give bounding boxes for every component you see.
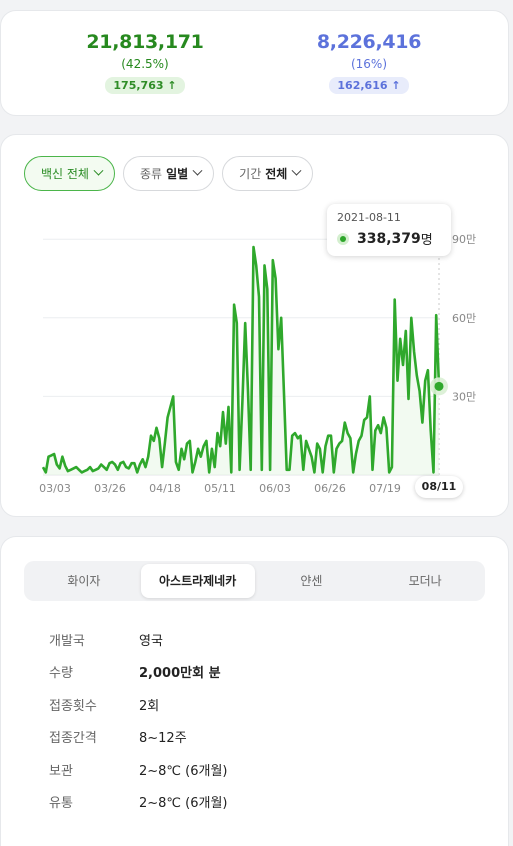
info-label: 개발국 bbox=[49, 633, 85, 649]
chart-card: 03/03 03/26 04/18 05/11 06/03 06/26 07/19 30만 6… bbox=[0, 134, 509, 517]
info-value: 8~12주 bbox=[139, 731, 187, 747]
first-dose-stat: 21,813,171 (42.5%) 175,763 ↑ bbox=[45, 31, 245, 94]
info-label: 수량 bbox=[49, 666, 73, 682]
series-area bbox=[43, 247, 439, 475]
info-value: 영국 bbox=[139, 633, 163, 649]
x-tick-label: 06/26 bbox=[314, 482, 346, 495]
second-dose-change-badge: 162,616 ↑ bbox=[329, 77, 409, 94]
y-tick-label: 90만 bbox=[452, 233, 476, 246]
info-row: 유통 2~8℃ (6개월) bbox=[49, 786, 228, 819]
info-value: 2회 bbox=[139, 698, 160, 714]
chart-tooltip: 2021-08-11 338,379 명 bbox=[327, 204, 451, 256]
second-dose-stat: 8,226,416 (16%) 162,616 ↑ bbox=[269, 31, 469, 94]
second-dose-percent: (16%) bbox=[350, 57, 388, 71]
info-value: 2,000만회 분 bbox=[139, 666, 221, 682]
info-row: 접종간격 8~12주 bbox=[49, 721, 228, 754]
series-dot-icon bbox=[337, 232, 349, 245]
x-tick-label: 07/19 bbox=[369, 482, 401, 495]
filter-type-label: 종류 bbox=[139, 167, 163, 181]
filter-type[interactable]: 종류 일별 bbox=[122, 156, 215, 191]
arrow-up-icon: ↑ bbox=[391, 79, 401, 92]
x-tick-label: 03/03 bbox=[39, 482, 71, 495]
tooltip-date: 2021-08-11 bbox=[337, 211, 401, 224]
info-row: 보관 2~8℃ (6개월) bbox=[49, 753, 228, 786]
x-tick-label: 06/03 bbox=[259, 482, 291, 495]
info-label: 보관 bbox=[49, 763, 73, 779]
vaccine-info-card: 화이자 아스트라제네카 얀센 모더나 개발국 영국 수량 2,000만회 분 접… bbox=[0, 536, 509, 846]
first-dose-total: 21,813,171 bbox=[86, 31, 204, 53]
vaccination-chart: 03/03 03/26 04/18 05/11 06/03 06/26 07/19 30만 6… bbox=[39, 233, 476, 495]
chevron-down-icon bbox=[93, 165, 104, 176]
tab-astrazeneca[interactable]: 아스트라제네카 bbox=[140, 564, 255, 598]
y-tick-label: 30만 bbox=[452, 390, 476, 403]
first-dose-change: 175,763 bbox=[113, 79, 164, 92]
tooltip-unit: 명 bbox=[420, 233, 433, 248]
filter-period-value: 전체 bbox=[265, 167, 288, 181]
first-dose-percent: (42.5%) bbox=[121, 57, 169, 71]
info-label: 접종횟수 bbox=[49, 698, 97, 714]
info-row: 개발국 영국 bbox=[49, 623, 228, 656]
info-label: 접종간격 bbox=[49, 731, 97, 747]
info-value: 2~8℃ (6개월) bbox=[139, 796, 228, 812]
y-tick-label: 60만 bbox=[452, 312, 476, 325]
marker-point bbox=[434, 381, 444, 391]
info-label: 유통 bbox=[49, 796, 73, 812]
info-row: 접종횟수 2회 bbox=[49, 688, 228, 721]
info-row: 수량 2,000만회 분 bbox=[49, 656, 228, 689]
x-axis-end-label: 08/11 bbox=[415, 476, 463, 498]
info-value: 2~8℃ (6개월) bbox=[139, 763, 228, 779]
x-tick-label: 04/18 bbox=[149, 482, 181, 495]
filter-period[interactable]: 기간 전체 bbox=[222, 156, 314, 191]
filter-bar: 백신 전체 종류 일별 기간 전체 bbox=[24, 156, 314, 191]
x-tick-label: 03/26 bbox=[94, 482, 126, 495]
filter-type-value: 일별 bbox=[166, 167, 189, 181]
filter-vaccine[interactable]: 백신 전체 bbox=[24, 156, 115, 191]
arrow-up-icon: ↑ bbox=[167, 79, 177, 92]
chevron-down-icon bbox=[192, 165, 203, 176]
filter-period-label: 기간 bbox=[239, 167, 262, 181]
tab-pfizer[interactable]: 화이자 bbox=[67, 574, 101, 588]
x-tick-label: 05/11 bbox=[204, 482, 236, 495]
first-dose-change-badge: 175,763 ↑ bbox=[105, 77, 185, 94]
vaccine-tabs: 화이자 아스트라제네카 얀센 모더나 bbox=[24, 561, 485, 601]
chevron-down-icon bbox=[291, 165, 302, 176]
tooltip-value: 338,379 bbox=[357, 230, 421, 247]
tab-moderna[interactable]: 모더나 bbox=[408, 574, 442, 588]
series-line bbox=[41, 245, 441, 474]
second-dose-total: 8,226,416 bbox=[316, 31, 422, 53]
second-dose-change: 162,616 bbox=[337, 79, 388, 92]
filter-vaccine-label: 백신 전체 bbox=[41, 167, 89, 181]
stats-card: 21,813,171 (42.5%) 175,763 ↑ 8,226,416 (… bbox=[0, 10, 509, 116]
vaccine-info-table: 개발국 영국 수량 2,000만회 분 접종횟수 2회 접종간격 8~12주 보… bbox=[49, 623, 228, 818]
tab-janssen[interactable]: 얀센 bbox=[300, 574, 323, 588]
